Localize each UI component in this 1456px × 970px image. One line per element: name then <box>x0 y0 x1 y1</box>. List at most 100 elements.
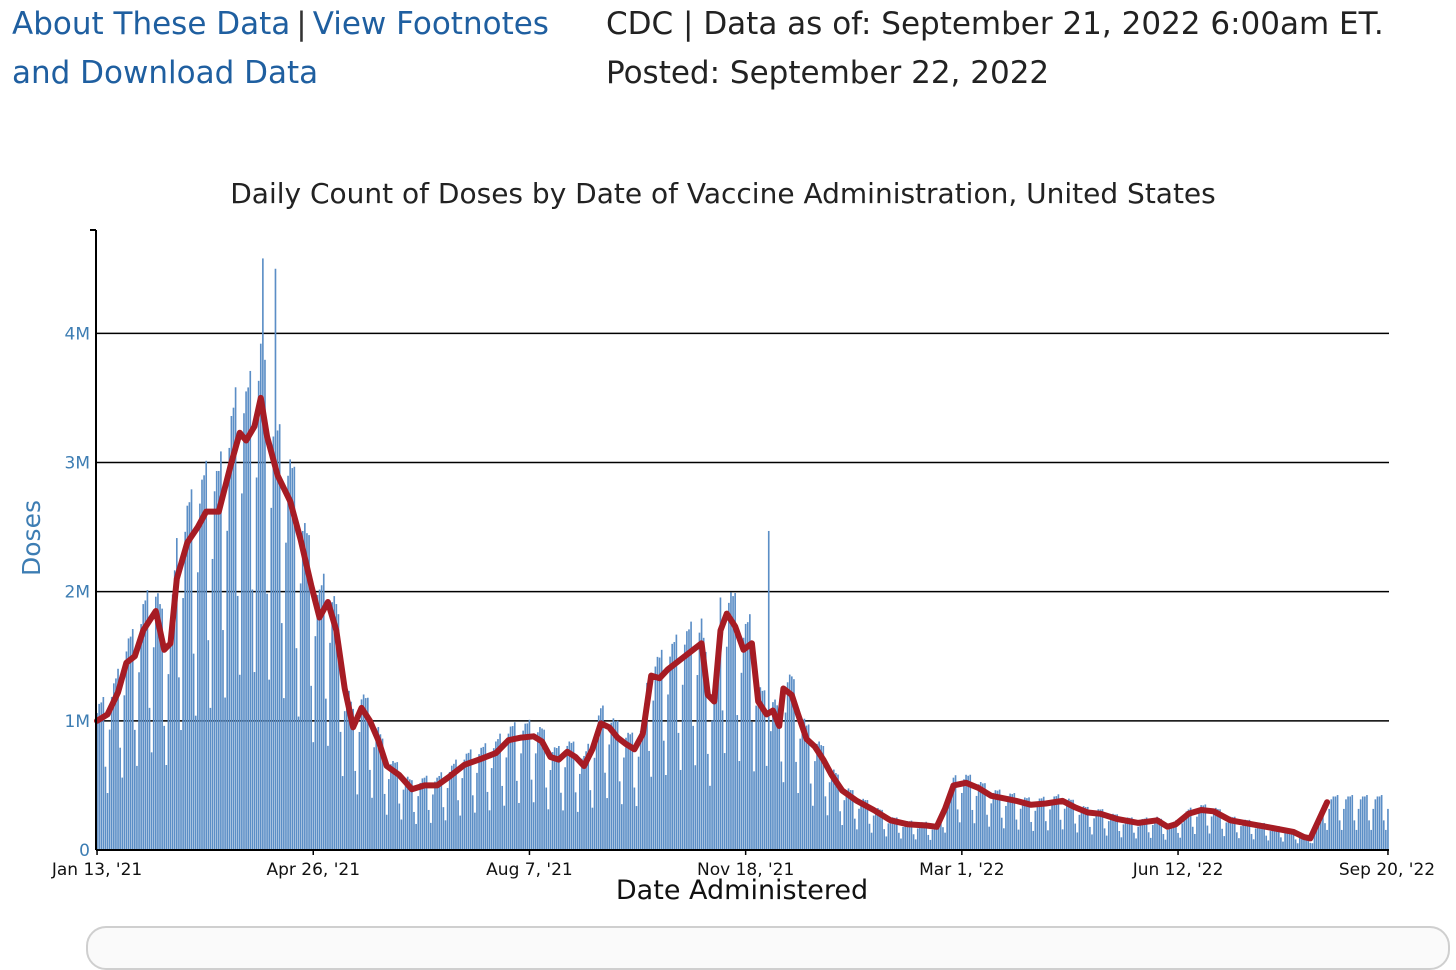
daily-dose-bar <box>295 648 298 850</box>
daily-dose-bar <box>148 707 151 850</box>
daily-dose-bar <box>350 701 352 850</box>
daily-dose-bar <box>1114 814 1116 850</box>
daily-dose-bar <box>369 769 371 850</box>
daily-dose-bar <box>211 558 214 850</box>
daily-dose-bar <box>879 809 881 850</box>
daily-dose-bar <box>1128 817 1131 850</box>
daily-dose-bar <box>220 451 222 850</box>
daily-dose-bar <box>889 818 892 850</box>
daily-dose-bar <box>534 753 537 850</box>
daily-dose-bar <box>364 698 367 850</box>
daily-dose-bar <box>1334 796 1337 850</box>
download-data-link[interactable]: and Download Data <box>12 55 319 91</box>
chart-title: Daily Count of Doses by Date of Vaccine … <box>230 177 1216 210</box>
daily-dose-bar <box>1345 799 1347 850</box>
daily-dose-bar <box>814 761 816 850</box>
daily-dose-bar <box>318 589 321 850</box>
daily-dose-bar <box>1168 824 1171 850</box>
y-tick-label: 0 <box>79 841 90 861</box>
daily-dose-bar <box>654 666 657 850</box>
daily-dose-bar <box>184 531 187 850</box>
daily-dose-bar <box>751 721 753 850</box>
about-data-link[interactable]: About These Data <box>12 6 291 42</box>
daily-dose-bar <box>851 790 854 850</box>
daily-dose-bar <box>1317 816 1320 850</box>
daily-dose-bar <box>1366 795 1368 850</box>
daily-dose-bar <box>1204 804 1207 850</box>
daily-dose-bar <box>377 727 380 850</box>
daily-dose-bar <box>1070 799 1072 850</box>
daily-dose-bar <box>463 759 466 850</box>
daily-dose-bar <box>96 713 98 850</box>
daily-dose-bar <box>1013 793 1016 850</box>
daily-dose-bar <box>982 783 984 850</box>
scroll-control[interactable] <box>86 926 1450 970</box>
daily-dose-bar <box>436 777 438 850</box>
daily-dose-bar <box>1120 837 1123 850</box>
daily-dose-bar <box>1143 818 1146 850</box>
daily-dose-bar <box>1298 837 1301 850</box>
daily-dose-bar <box>1357 808 1360 850</box>
daily-dose-bar <box>1076 832 1079 850</box>
daily-dose-bar <box>753 771 755 850</box>
daily-dose-bar <box>383 793 386 850</box>
daily-dose-bar <box>201 479 203 850</box>
daily-dose-bar <box>1301 835 1303 850</box>
daily-dose-bar <box>1036 801 1039 850</box>
daily-dose-bar <box>713 692 715 850</box>
daily-dose-bar <box>560 792 562 850</box>
daily-dose-bar <box>293 466 296 850</box>
daily-dose-bar <box>1009 793 1011 850</box>
daily-dose-bar <box>438 775 441 850</box>
daily-dose-bar <box>1387 808 1389 850</box>
daily-dose-bar <box>274 268 277 850</box>
daily-dose-bar <box>1122 824 1125 850</box>
view-footnotes-link[interactable]: View Footnotes <box>312 6 549 42</box>
y-axis-title: Doses <box>17 500 46 576</box>
daily-dose-bar <box>1116 814 1118 850</box>
daily-dose-bar <box>1376 796 1379 850</box>
daily-dose-bar <box>1313 832 1316 850</box>
daily-dose-bar <box>1091 834 1093 850</box>
daily-dose-bar <box>106 793 109 850</box>
daily-dose-bar <box>232 407 235 850</box>
daily-dose-bar <box>1063 808 1066 850</box>
daily-dose-bar <box>623 757 625 850</box>
daily-dose-bar <box>665 775 667 850</box>
daily-dose-bar <box>793 679 795 850</box>
daily-dose-bar <box>1305 836 1307 850</box>
daily-dose-bar <box>1288 828 1291 850</box>
daily-dose-bar <box>404 778 407 850</box>
daily-dose-bar <box>482 746 485 850</box>
daily-dose-bar <box>1135 838 1137 850</box>
daily-dose-bar <box>998 789 1001 850</box>
daily-dose-bar <box>1166 830 1169 850</box>
daily-dose-bar <box>996 790 999 850</box>
daily-dose-bar <box>1280 837 1282 850</box>
daily-dose-bar <box>660 649 663 850</box>
daily-dose-bar <box>1229 816 1232 850</box>
daily-dose-bar <box>568 741 571 850</box>
daily-dose-bar <box>830 770 833 850</box>
daily-dose-bar <box>497 739 499 850</box>
daily-dose-bar <box>698 632 701 850</box>
daily-dose-bar <box>530 779 533 850</box>
daily-dose-bar <box>702 637 705 850</box>
daily-dose-bar <box>476 772 478 850</box>
daily-dose-bar <box>1324 823 1326 850</box>
daily-dose-bar <box>1332 796 1335 850</box>
daily-dose-bar <box>618 781 621 850</box>
daily-dose-bar <box>241 493 243 850</box>
daily-dose-bar <box>1271 826 1274 850</box>
daily-dose-bar <box>931 829 934 850</box>
daily-dose-bar <box>805 725 808 850</box>
daily-dose-bar <box>1158 818 1160 850</box>
daily-dose-bar <box>104 766 107 850</box>
daily-dose-bar <box>597 715 600 850</box>
daily-dose-bar <box>979 782 982 850</box>
daily-dose-bar <box>230 416 233 850</box>
daily-dose-bar <box>835 773 837 850</box>
daily-dose-bar <box>841 825 844 850</box>
daily-dose-bar <box>1196 816 1198 850</box>
daily-dose-bar <box>339 731 342 850</box>
